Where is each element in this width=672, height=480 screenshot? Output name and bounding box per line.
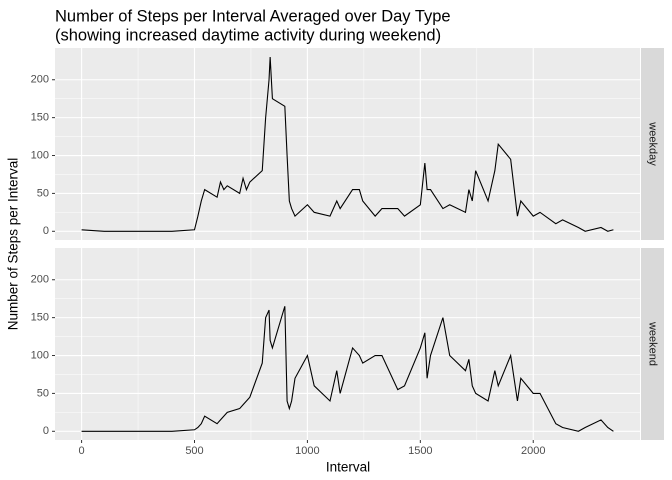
x-tick-label: 0 xyxy=(79,445,85,457)
facet-strip xyxy=(641,48,664,240)
y-tick-label: 50 xyxy=(37,187,49,199)
panel-background xyxy=(55,48,640,240)
y-tick-label: 200 xyxy=(31,74,49,86)
x-tick-label: 1500 xyxy=(408,445,432,457)
facet-label: weekday xyxy=(647,121,659,166)
y-tick-label: 150 xyxy=(31,312,49,324)
facet-label: weekend xyxy=(647,321,659,366)
chart-title: Number of Steps per Interval Averaged ov… xyxy=(55,7,451,25)
facet-strip xyxy=(641,248,664,440)
y-tick-label: 200 xyxy=(31,274,49,286)
y-tick-label: 0 xyxy=(43,225,49,237)
x-axis-label: Interval xyxy=(326,460,370,475)
x-tick-label: 1000 xyxy=(295,445,319,457)
x-tick-label: 2000 xyxy=(521,445,545,457)
line xyxy=(81,56,614,232)
y-tick-label: 100 xyxy=(31,149,49,161)
y-tick-label: 100 xyxy=(31,349,49,361)
y-tick-label: 150 xyxy=(31,112,49,124)
y-axis-label: Number of Steps per Interval xyxy=(6,158,21,331)
chart-subtitle: (showing increased daytime activity duri… xyxy=(55,26,441,44)
line xyxy=(81,306,614,432)
y-tick-label: 50 xyxy=(37,387,49,399)
panel-background xyxy=(55,248,640,440)
x-tick-label: 500 xyxy=(185,445,203,457)
y-tick-label: 0 xyxy=(43,425,49,437)
